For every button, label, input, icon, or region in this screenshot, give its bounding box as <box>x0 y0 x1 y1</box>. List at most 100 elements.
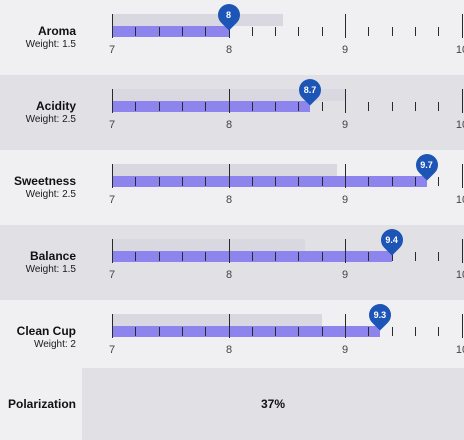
major-tick <box>112 89 113 113</box>
major-tick <box>229 89 230 113</box>
polarization-value: 37% <box>82 368 464 440</box>
minor-tick <box>322 252 323 261</box>
score-marker: 9.4 <box>376 225 408 256</box>
minor-tick <box>252 252 253 261</box>
attribute-chart: 7 8 9 10 8.7 <box>82 75 464 150</box>
range-bar <box>112 89 345 101</box>
attribute-label: Sweetness Weight: 2.5 <box>0 150 82 225</box>
minor-tick <box>392 177 393 186</box>
minor-tick <box>438 252 439 261</box>
attribute-name: Aroma <box>37 24 76 38</box>
minor-tick <box>182 27 183 36</box>
score-marker-label: 8 <box>225 10 231 20</box>
major-tick <box>462 164 463 188</box>
range-bar <box>112 164 337 176</box>
minor-tick <box>252 27 253 36</box>
major-tick <box>229 164 230 188</box>
tick-label: 8 <box>225 194 233 206</box>
tick-label: 10 <box>455 119 464 131</box>
minor-tick <box>368 252 369 261</box>
major-tick <box>112 164 113 188</box>
tick-label: 8 <box>225 44 233 56</box>
tick-label: 10 <box>455 344 464 356</box>
minor-tick <box>392 252 393 261</box>
attribute-name: Clean Cup <box>16 324 76 338</box>
minor-tick <box>135 177 136 186</box>
score-bar <box>112 251 392 262</box>
minor-tick <box>322 27 323 36</box>
score-marker: 8 <box>212 0 245 31</box>
tick-label: 10 <box>455 269 464 281</box>
minor-tick <box>438 27 439 36</box>
major-tick <box>112 14 113 38</box>
score-marker-label: 9.7 <box>420 160 433 170</box>
major-tick <box>345 89 346 113</box>
tick-label: 9 <box>341 194 349 206</box>
minor-tick <box>298 327 299 336</box>
minor-tick <box>159 252 160 261</box>
attribute-label: Acidity Weight: 2.5 <box>0 75 82 150</box>
attribute-chart: 7 8 9 10 9.4 <box>82 225 464 300</box>
major-tick <box>345 239 346 263</box>
minor-tick <box>438 177 439 186</box>
attribute-name: Sweetness <box>13 174 76 188</box>
minor-tick <box>159 102 160 111</box>
minor-tick <box>252 102 253 111</box>
minor-tick <box>322 102 323 111</box>
minor-tick <box>182 102 183 111</box>
minor-tick <box>252 177 253 186</box>
minor-tick <box>368 327 369 336</box>
tick-label: 7 <box>108 344 116 356</box>
minor-tick <box>159 327 160 336</box>
attribute-chart: 7 8 9 10 8 <box>82 0 464 75</box>
tick-label: 7 <box>108 119 116 131</box>
tick-label: 8 <box>225 269 233 281</box>
tick-label: 7 <box>108 44 116 56</box>
tick-label: 7 <box>108 269 116 281</box>
attribute-label: Aroma Weight: 1.5 <box>0 0 82 75</box>
minor-tick <box>182 327 183 336</box>
minor-tick <box>159 27 160 36</box>
minor-tick <box>135 102 136 111</box>
minor-tick <box>392 102 393 111</box>
minor-tick <box>298 177 299 186</box>
minor-tick <box>298 102 299 111</box>
minor-tick <box>275 252 276 261</box>
minor-tick <box>415 27 416 36</box>
minor-tick <box>205 177 206 186</box>
polarization-row: Polarization 37% <box>0 368 464 440</box>
attribute-weight: Weight: 2.5 <box>25 114 76 125</box>
minor-tick <box>368 27 369 36</box>
score-marker: 9.3 <box>364 300 396 331</box>
minor-tick <box>415 327 416 336</box>
major-tick <box>112 314 113 338</box>
score-marker: 9.7 <box>410 150 443 181</box>
attribute-chart: 7 8 9 10 9.3 <box>82 300 464 375</box>
major-tick <box>229 314 230 338</box>
major-tick <box>229 239 230 263</box>
attribute-name: Acidity <box>35 99 76 113</box>
minor-tick <box>135 252 136 261</box>
minor-tick <box>275 177 276 186</box>
score-bar <box>112 326 380 337</box>
minor-tick <box>438 102 439 111</box>
minor-tick <box>205 252 206 261</box>
tick-label: 9 <box>341 344 349 356</box>
minor-tick <box>159 177 160 186</box>
major-tick <box>345 14 346 38</box>
attribute-label: Clean Cup Weight: 2 <box>0 300 82 375</box>
major-tick <box>462 89 463 113</box>
minor-tick <box>415 252 416 261</box>
major-tick <box>462 239 463 263</box>
minor-tick <box>322 327 323 336</box>
score-marker-label: 8.7 <box>303 85 317 95</box>
tick-label: 9 <box>341 44 349 56</box>
attribute-name: Balance <box>29 249 76 263</box>
minor-tick <box>205 27 206 36</box>
minor-tick <box>275 327 276 336</box>
minor-tick <box>275 102 276 111</box>
minor-tick <box>298 27 299 36</box>
major-tick <box>345 314 346 338</box>
